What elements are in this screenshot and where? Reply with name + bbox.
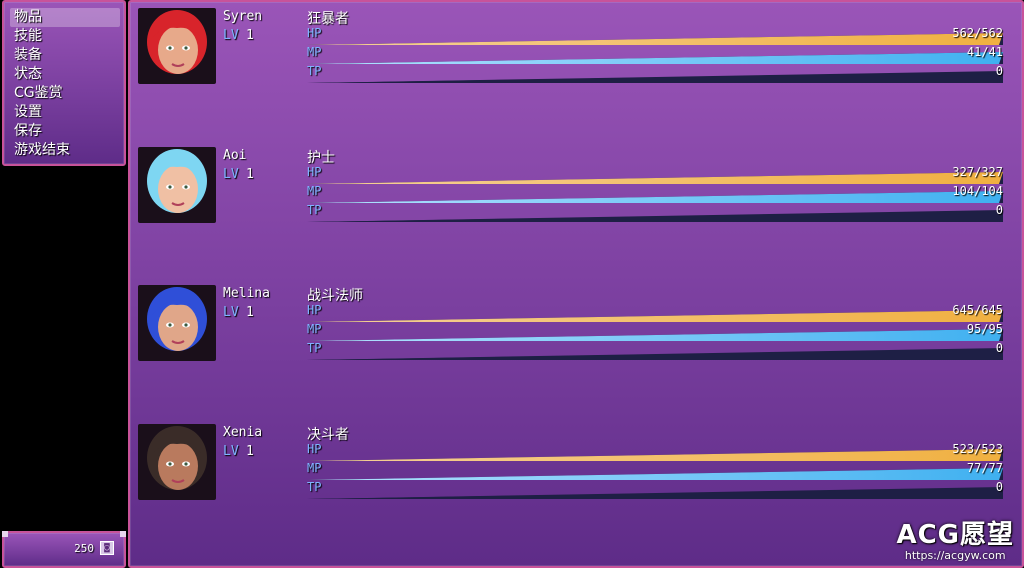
menu-item-status[interactable]: 状态 bbox=[14, 66, 42, 82]
hp-gauge: HP 327/327 bbox=[307, 165, 1003, 184]
level-value: 1 bbox=[246, 167, 254, 182]
level-label: LV bbox=[223, 28, 239, 43]
tp-gauge: TP 0 bbox=[307, 203, 1003, 222]
level-label: LV bbox=[223, 305, 239, 320]
hp-bar bbox=[307, 172, 1003, 184]
hp-gauge: HP 523/523 bbox=[307, 442, 1003, 461]
mp-value: 104/104 bbox=[952, 184, 1003, 198]
hp-value: 523/523 bbox=[952, 442, 1003, 456]
mp-gauge: MP 41/41 bbox=[307, 45, 1003, 64]
window-corner bbox=[120, 531, 126, 537]
mp-bar bbox=[307, 52, 1003, 64]
level-value: 1 bbox=[246, 28, 254, 43]
actor-name: Syren bbox=[223, 9, 263, 24]
mp-label: MP bbox=[307, 461, 322, 475]
tp-label: TP bbox=[307, 480, 322, 494]
actor-name: Aoi bbox=[223, 148, 247, 163]
mp-bar bbox=[307, 468, 1003, 480]
hp-label: HP bbox=[307, 165, 322, 179]
gold-coin-icon: ◙ bbox=[100, 541, 114, 555]
actor-class: 护士 bbox=[307, 150, 335, 166]
level-label: LV bbox=[223, 444, 239, 459]
actor-class: 决斗者 bbox=[307, 427, 349, 443]
hp-bar bbox=[307, 33, 1003, 45]
tp-gauge: TP 0 bbox=[307, 64, 1003, 83]
tp-bar bbox=[307, 487, 1003, 499]
level-label: LV bbox=[223, 167, 239, 182]
hp-value: 327/327 bbox=[952, 165, 1003, 179]
tp-gauge: TP 0 bbox=[307, 480, 1003, 499]
mp-label: MP bbox=[307, 45, 322, 59]
actor-class: 狂暴者 bbox=[307, 11, 349, 27]
level-value: 1 bbox=[246, 305, 254, 320]
tp-value: 0 bbox=[995, 341, 1003, 355]
mp-gauge: MP 104/104 bbox=[307, 184, 1003, 203]
mp-value: 95/95 bbox=[966, 322, 1003, 336]
actor-portrait bbox=[138, 8, 216, 84]
menu-item-save[interactable]: 保存 bbox=[14, 123, 42, 139]
actor-class: 战斗法师 bbox=[307, 288, 363, 304]
tp-value: 0 bbox=[995, 480, 1003, 494]
actor-portrait bbox=[138, 147, 216, 223]
tp-bar bbox=[307, 71, 1003, 83]
mp-bar bbox=[307, 329, 1003, 341]
window-corner bbox=[2, 531, 8, 537]
mp-bar bbox=[307, 191, 1003, 203]
menu-item-cg-gallery[interactable]: CG鉴赏 bbox=[14, 85, 63, 101]
tp-bar bbox=[307, 210, 1003, 222]
tp-label: TP bbox=[307, 341, 322, 355]
menu-item-game-end[interactable]: 游戏结束 bbox=[14, 142, 70, 158]
tp-value: 0 bbox=[995, 203, 1003, 217]
hp-gauge: HP 645/645 bbox=[307, 303, 1003, 322]
watermark-title: ACG愿望 bbox=[896, 520, 1014, 550]
watermark-url: https://acgyw.com bbox=[904, 549, 1006, 562]
actor-name: Melina bbox=[223, 286, 270, 301]
actor-row[interactable]: Aoi LV 1 护士 HP 327 bbox=[130, 141, 1020, 279]
tp-bar bbox=[307, 348, 1003, 360]
hp-bar bbox=[307, 310, 1003, 322]
actor-portrait bbox=[138, 424, 216, 500]
actor-portrait bbox=[138, 285, 216, 361]
status-window: Syren LV 1 狂暴者 HP bbox=[128, 0, 1024, 568]
actor-name: Xenia bbox=[223, 425, 263, 440]
tp-label: TP bbox=[307, 203, 322, 217]
menu-item-items[interactable]: 物品 bbox=[10, 8, 120, 27]
mp-gauge: MP 95/95 bbox=[307, 322, 1003, 341]
hp-value: 645/645 bbox=[952, 303, 1003, 317]
tp-label: TP bbox=[307, 64, 322, 78]
actor-row[interactable]: Syren LV 1 狂暴者 HP bbox=[130, 2, 1020, 140]
menu-item-equip[interactable]: 装备 bbox=[14, 47, 42, 63]
hp-gauge: HP 562/562 bbox=[307, 26, 1003, 45]
command-window: 物品 技能 装备 状态 CG鉴赏 设置 保存 游戏结束 bbox=[2, 0, 126, 166]
menu-item-skills[interactable]: 技能 bbox=[14, 28, 42, 44]
gold-window: 250 ◙ bbox=[2, 531, 126, 568]
mp-label: MP bbox=[307, 184, 322, 198]
mp-gauge: MP 77/77 bbox=[307, 461, 1003, 480]
level-value: 1 bbox=[246, 444, 254, 459]
hp-bar bbox=[307, 449, 1003, 461]
gold-amount: 250 bbox=[74, 542, 94, 555]
actor-row[interactable]: Melina LV 1 战斗法师 HP bbox=[130, 279, 1020, 417]
hp-label: HP bbox=[307, 26, 322, 40]
mp-value: 77/77 bbox=[966, 461, 1003, 475]
tp-value: 0 bbox=[995, 64, 1003, 78]
menu-item-options[interactable]: 设置 bbox=[14, 104, 42, 120]
watermark: ACG愿望 https://acgyw.com bbox=[896, 514, 1014, 562]
mp-label: MP bbox=[307, 322, 322, 336]
actor-row[interactable]: Xenia LV 1 决斗者 HP bbox=[130, 418, 1020, 556]
hp-label: HP bbox=[307, 303, 322, 317]
mp-value: 41/41 bbox=[966, 45, 1003, 59]
hp-value: 562/562 bbox=[952, 26, 1003, 40]
tp-gauge: TP 0 bbox=[307, 341, 1003, 360]
hp-label: HP bbox=[307, 442, 322, 456]
